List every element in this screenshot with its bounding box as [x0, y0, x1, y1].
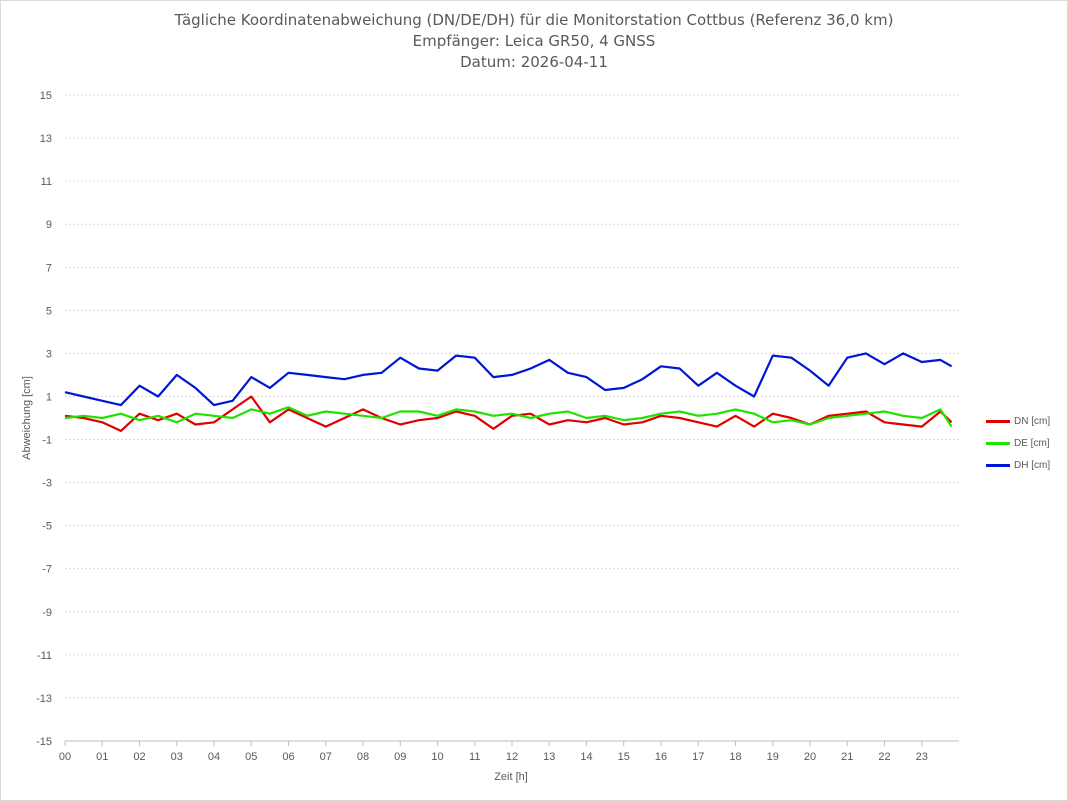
y-tick-label: 9 — [46, 219, 52, 231]
legend-swatch — [986, 419, 1010, 423]
x-axis-ticks: 00 01 02 03 04 05 06 07 08 09 10 11 12 13 14 15 16 17 18 19… — [59, 741, 928, 763]
chart-title-block: Tägliche Koordinatenabweichung (DN/DE/DH… — [0, 10, 1068, 73]
x-tick-label: 09 — [394, 751, 406, 763]
x-tick-label: 20 — [804, 751, 816, 763]
x-tick-label: 01 — [96, 751, 108, 763]
y-tick-label: 13 — [40, 133, 52, 145]
y-tick-label: -9 — [42, 607, 52, 619]
y-tick-label: 3 — [46, 348, 52, 360]
x-tick-label: 11 — [469, 751, 480, 763]
x-tick-label: 04 — [208, 751, 220, 763]
x-tick-label: 06 — [282, 751, 294, 763]
x-tick-label: 00 — [59, 751, 71, 763]
x-tick-label: 13 — [543, 751, 555, 763]
legend-label: DN [cm] — [1014, 415, 1051, 427]
x-tick-label: 03 — [171, 751, 183, 763]
chart-title: Tägliche Koordinatenabweichung (DN/DE/DH… — [174, 11, 894, 29]
x-tick-label: 05 — [245, 751, 257, 763]
legend-swatch — [986, 463, 1010, 467]
x-axis-label: Zeit [h] — [494, 771, 528, 783]
y-tick-label: 7 — [46, 262, 52, 274]
y-tick-label: 5 — [46, 305, 52, 317]
x-tick-label: 19 — [767, 751, 779, 763]
legend-swatch — [986, 441, 1010, 445]
x-tick-label: 18 — [729, 751, 741, 763]
x-tick-label: 21 — [841, 751, 853, 763]
x-tick-label: 14 — [580, 751, 592, 763]
x-tick-label: 07 — [320, 751, 332, 763]
y-axis-label: Abweichung [cm] — [21, 376, 33, 460]
grid-lines — [65, 94, 959, 742]
x-tick-label: 23 — [916, 751, 928, 763]
y-tick-label: -7 — [42, 564, 52, 576]
y-axis-ticks: 15 13 11 9 7 5 3 1 -1 -3 -5 -7 -9 -11 -13 -15 — [36, 90, 52, 748]
y-tick-label: -1 — [42, 435, 52, 447]
legend-item: DN [cm] — [986, 410, 1050, 432]
chart-subtitle: Empfänger: Leica GR50, 4 GNSS — [412, 32, 656, 50]
x-tick-label: 22 — [878, 751, 890, 763]
x-tick-label: 16 — [655, 751, 667, 763]
y-tick-label: -15 — [36, 736, 52, 748]
legend-label: DE [cm] — [1014, 437, 1050, 449]
legend: DN [cm] DE [cm] DH [cm] — [986, 410, 1050, 476]
y-tick-label: -5 — [42, 521, 52, 533]
y-tick-label: 15 — [40, 90, 52, 102]
x-tick-label: 08 — [357, 751, 369, 763]
series-line-de — [64, 406, 953, 428]
y-tick-label: -11 — [37, 650, 52, 662]
chart-date: Datum: 2026-04-11 — [460, 53, 608, 71]
y-tick-label: 1 — [46, 391, 52, 403]
x-tick-label: 10 — [431, 751, 443, 763]
x-tick-label: 15 — [618, 751, 630, 763]
series-lines — [64, 352, 953, 432]
y-tick-label: -13 — [36, 693, 52, 705]
legend-item: DH [cm] — [986, 454, 1050, 476]
legend-item: DE [cm] — [986, 432, 1050, 454]
x-tick-label: 02 — [133, 751, 145, 763]
y-tick-label: -3 — [42, 478, 52, 490]
y-tick-label: 11 — [41, 176, 52, 188]
x-tick-label: 17 — [692, 751, 704, 763]
series-line-dh — [64, 352, 953, 407]
legend-label: DH [cm] — [1014, 459, 1051, 471]
x-tick-label: 12 — [506, 751, 518, 763]
